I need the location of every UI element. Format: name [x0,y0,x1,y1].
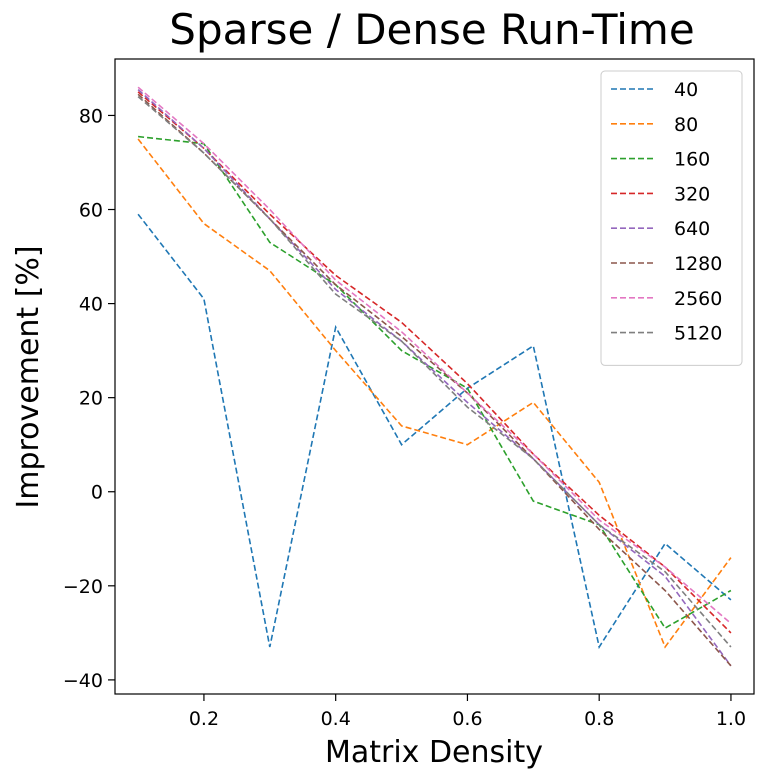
y-tick-label: −40 [63,670,103,692]
series-line-1280 [137,93,732,667]
series-line-640 [137,89,732,667]
y-axis: −40 −20 0 20 40 60 80 [63,105,115,692]
series-line-160 [138,135,732,630]
chart-title: Sparse / Dense Run-Time [169,5,694,54]
x-axis-label: Matrix Density [325,735,543,770]
legend-label: 2560 [674,288,722,310]
y-tick-label: −20 [63,576,103,598]
legend-label: 320 [674,183,710,205]
y-tick-label: 40 [79,294,103,316]
legend-label: 40 [674,79,698,101]
series-line-2560 [137,86,732,625]
y-tick-label: 60 [79,200,103,222]
series-line-80 [137,138,732,649]
legend-label: 5120 [674,323,722,345]
x-tick-label: 0.8 [584,708,614,730]
legend-label: 160 [674,149,710,171]
x-axis: 0.2 0.4 0.6 0.8 1.0 [189,694,746,730]
legend-label: 640 [674,218,710,240]
y-tick-label: 20 [79,388,103,410]
x-tick-label: 0.4 [321,708,351,730]
series-line-320 [137,91,732,634]
legend-label: 80 [674,114,698,136]
x-tick-label: 0.2 [189,708,219,730]
series-lines [137,86,732,667]
y-tick-label: 80 [79,105,103,127]
legend: 40 80 160 320 640 1280 2560 5120 [600,70,743,366]
x-tick-label: 1.0 [716,708,746,730]
plot-area [114,58,755,695]
y-tick-label: 0 [91,482,103,504]
series-line-40 [137,213,732,650]
x-tick-label: 0.6 [452,708,482,730]
y-axis-label: Improvement [%] [11,245,46,508]
legend-label: 1280 [674,253,722,275]
legend-box [600,70,743,366]
series-line-5120 [137,95,732,648]
